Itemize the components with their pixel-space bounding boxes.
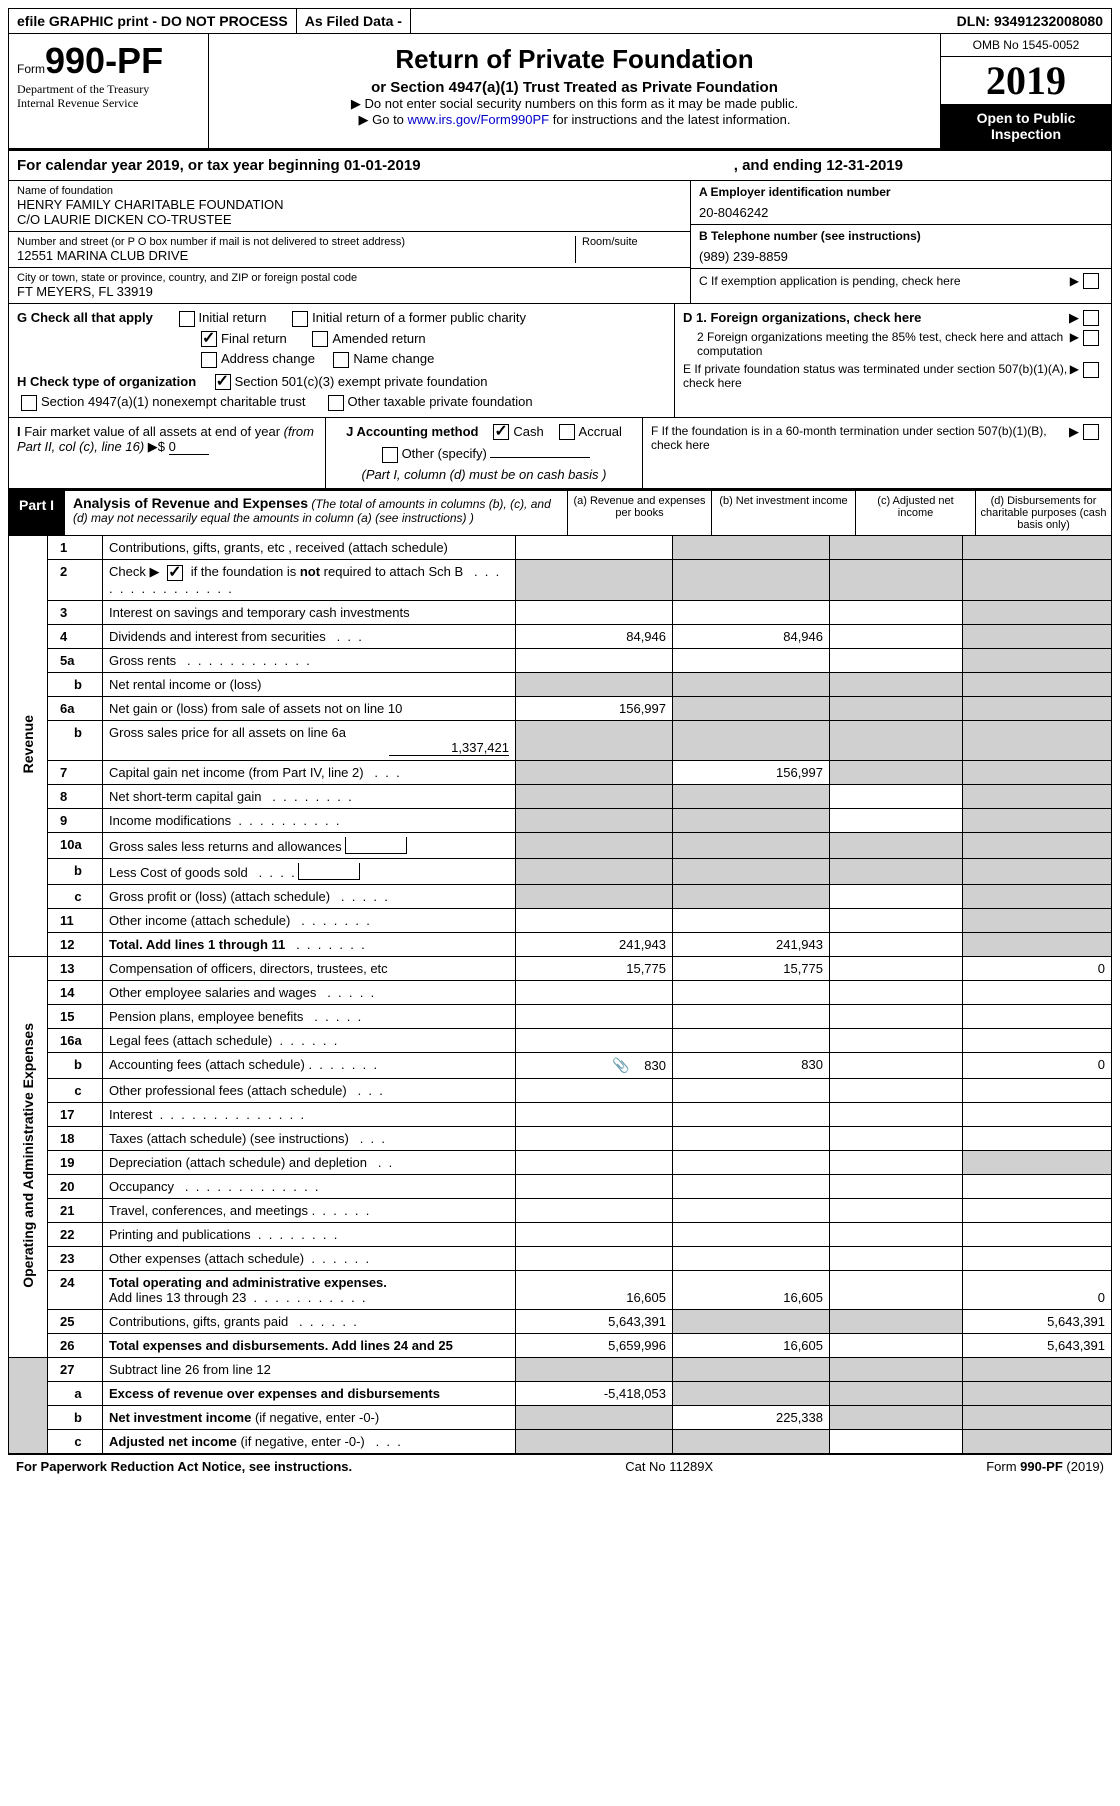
f-chk[interactable] <box>1083 424 1099 440</box>
d2-chk[interactable] <box>1083 330 1099 346</box>
part1-table: Revenue 1Contributions, gifts, grants, e… <box>8 536 1112 1454</box>
d2-label: 2 Foreign organizations meeting the 85% … <box>683 330 1070 358</box>
d1-label: D 1. Foreign organizations, check here <box>683 310 1069 326</box>
page-footer: For Paperwork Reduction Act Notice, see … <box>8 1454 1112 1478</box>
goto-note: ▶ Go to www.irs.gov/Form990PF for instru… <box>217 112 932 128</box>
h-label: H Check type of organization <box>17 374 196 389</box>
part1-label: Part I <box>9 491 65 535</box>
foundation-name: HENRY FAMILY CHARITABLE FOUNDATION <box>17 197 682 212</box>
exemption-checkbox[interactable] <box>1083 273 1099 289</box>
tax-year: 2019 <box>941 57 1111 104</box>
part1-desc: Analysis of Revenue and Expenses (The to… <box>65 491 567 535</box>
form-number: Form990-PF <box>17 40 200 82</box>
ssn-note: ▶ Do not enter social security numbers o… <box>217 96 932 112</box>
d1-chk[interactable] <box>1083 310 1099 326</box>
identification-block: Name of foundation HENRY FAMILY CHARITAB… <box>8 181 1112 304</box>
col-b-head: (b) Net investment income <box>711 491 855 535</box>
room-label: Room/suite <box>582 236 682 248</box>
dln: DLN: 93491232008080 <box>949 9 1111 33</box>
f-label: F If the foundation is in a 60-month ter… <box>651 424 1069 452</box>
initial-former-chk[interactable] <box>292 311 308 327</box>
city-state-zip: FT MEYERS, FL 33919 <box>17 284 682 299</box>
revenue-side: Revenue <box>20 715 36 773</box>
g-label: G Check all that apply <box>17 310 153 325</box>
city-label: City or town, state or province, country… <box>17 272 682 284</box>
calendar-year-row: For calendar year 2019, or tax year begi… <box>8 149 1112 181</box>
accrual-chk[interactable] <box>559 424 575 440</box>
col-c-head: (c) Adjusted net income <box>855 491 975 535</box>
cash-chk[interactable] <box>493 424 509 440</box>
exemption-label: C If exemption application is pending, c… <box>699 274 1070 288</box>
final-return-chk[interactable] <box>201 331 217 347</box>
phone-label: B Telephone number (see instructions) <box>699 229 1103 243</box>
h-501-chk[interactable] <box>215 374 231 390</box>
j-label: J Accounting method <box>346 424 478 439</box>
fmv-value: 0 <box>169 439 209 455</box>
address-change-chk[interactable] <box>201 352 217 368</box>
col-d-head: (d) Disbursements for charitable purpose… <box>975 491 1111 535</box>
street-address: 12551 MARINA CLUB DRIVE <box>17 248 569 263</box>
section-g-h: G Check all that apply Initial return In… <box>8 304 1112 418</box>
expenses-side: Operating and Administrative Expenses <box>20 1023 36 1288</box>
form-title: Return of Private Foundation <box>217 44 932 75</box>
section-i-j-f: I Fair market value of all assets at end… <box>8 418 1112 489</box>
i-label: I Fair market value of all assets at end… <box>17 424 314 454</box>
ein-value: 20-8046242 <box>699 199 1103 220</box>
cash-basis-note: (Part I, column (d) must be on cash basi… <box>334 467 634 482</box>
name-label: Name of foundation <box>17 185 682 197</box>
col-a-head: (a) Revenue and expenses per books <box>567 491 711 535</box>
h-4947-chk[interactable] <box>21 395 37 411</box>
form-page: efile GRAPHIC print - DO NOT PROCESS As … <box>0 0 1120 1486</box>
paperwork-notice: For Paperwork Reduction Act Notice, see … <box>16 1459 352 1474</box>
part1-header: Part I Analysis of Revenue and Expenses … <box>8 489 1112 536</box>
top-bar: efile GRAPHIC print - DO NOT PROCESS As … <box>8 8 1112 34</box>
phone-value: (989) 239-8859 <box>699 243 1103 264</box>
initial-return-chk[interactable] <box>179 311 195 327</box>
ein-label: A Employer identification number <box>699 185 1103 199</box>
addr-label: Number and street (or P O box number if … <box>17 236 569 248</box>
omb-number: OMB No 1545-0052 <box>941 34 1111 57</box>
open-public: Open to Public Inspection <box>941 104 1111 148</box>
as-filed: As Filed Data - <box>297 9 411 33</box>
schb-chk[interactable] <box>167 565 183 581</box>
foundation-co: C/O LAURIE DICKEN CO-TRUSTEE <box>17 212 682 227</box>
name-change-chk[interactable] <box>333 352 349 368</box>
form-header: Form990-PF Department of the Treasury In… <box>8 34 1112 149</box>
amended-return-chk[interactable] <box>312 331 328 347</box>
dept-irs: Internal Revenue Service <box>17 96 200 110</box>
e-label: E If private foundation status was termi… <box>683 362 1070 390</box>
cat-number: Cat No 11289X <box>625 1459 713 1474</box>
efile-notice: efile GRAPHIC print - DO NOT PROCESS <box>9 9 297 33</box>
attach-icon[interactable]: 📎 <box>612 1057 629 1073</box>
dept-treasury: Department of the Treasury <box>17 82 200 96</box>
form-footer: Form 990-PF (2019) <box>986 1459 1104 1474</box>
form-subtitle: or Section 4947(a)(1) Trust Treated as P… <box>217 79 932 96</box>
h-other-chk[interactable] <box>328 395 344 411</box>
irs-link[interactable]: www.irs.gov/Form990PF <box>408 112 550 127</box>
e-chk[interactable] <box>1083 362 1099 378</box>
other-method-chk[interactable] <box>382 447 398 463</box>
